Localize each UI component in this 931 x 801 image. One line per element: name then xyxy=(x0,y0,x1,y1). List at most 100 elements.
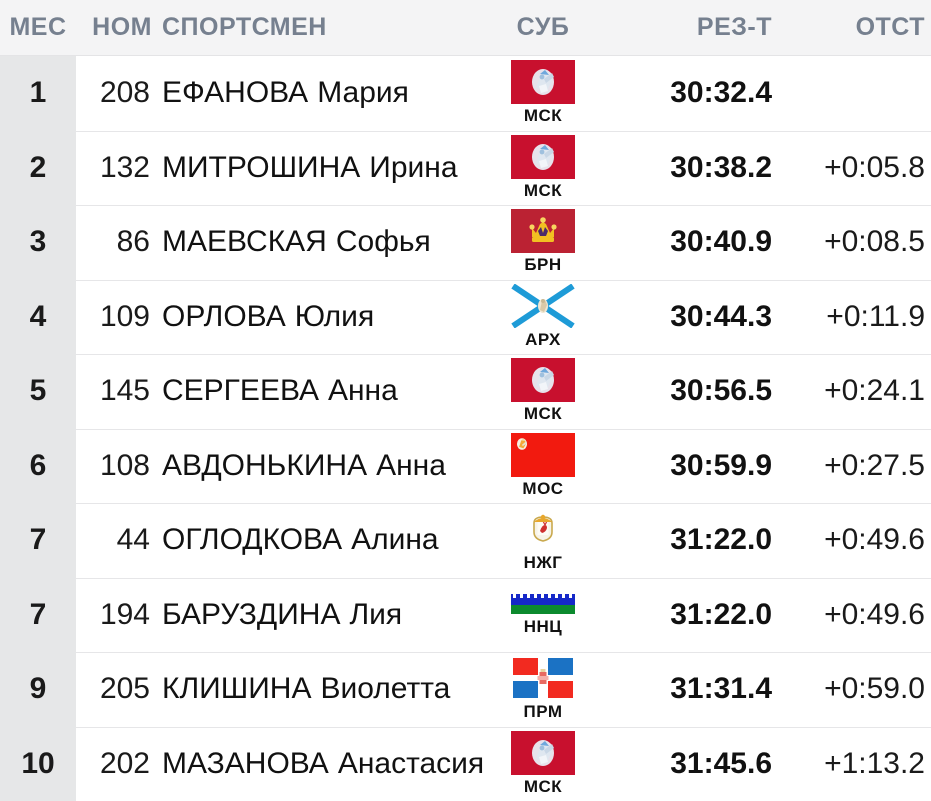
cell-time-behind: +1:13.2 xyxy=(780,727,925,801)
cell-result-time: 31:31.4 xyxy=(620,652,772,727)
flag-icon-msk xyxy=(511,731,575,775)
cell-time-behind: +0:49.6 xyxy=(780,578,925,653)
table-header-row: МЕС НОМ СПОРТСМЕН СУБ РЕЗ-Т ОТСТ xyxy=(0,0,931,56)
flag-icon-prm xyxy=(511,656,575,700)
cell-position: 7 xyxy=(0,578,76,653)
cell-result-time: 31:22.0 xyxy=(620,503,772,578)
cell-subject: АРХ xyxy=(455,280,631,355)
flag-icon-nzhg xyxy=(511,507,575,551)
cell-position: 6 xyxy=(0,429,76,504)
cell-bib-number: 44 xyxy=(76,503,150,578)
cell-time-behind: +0:05.8 xyxy=(780,131,925,206)
column-header-athlete[interactable]: СПОРТСМЕН xyxy=(162,0,327,55)
athlete-given-name: Софья xyxy=(336,225,431,259)
athlete-family-name: ЕФАНОВА xyxy=(162,76,308,110)
cell-athlete-name: ОРЛОВА Юлия xyxy=(162,280,374,355)
cell-subject: ПРМ xyxy=(455,652,631,727)
cell-position: 7 xyxy=(0,503,76,578)
cell-time-behind: +0:08.5 xyxy=(780,205,925,280)
athlete-family-name: КЛИШИНА xyxy=(162,672,311,706)
cell-time-behind: +0:49.6 xyxy=(780,503,925,578)
cell-position: 1 xyxy=(0,56,76,131)
athlete-family-name: МАЗАНОВА xyxy=(162,747,329,781)
athlete-family-name: ОГЛОДКОВА xyxy=(162,523,342,557)
cell-subject: МОС xyxy=(455,429,631,504)
cell-bib-number: 205 xyxy=(76,652,150,727)
athlete-given-name: Лия xyxy=(349,598,402,632)
cell-result-time: 30:32.4 xyxy=(620,56,772,131)
cell-position: 2 xyxy=(0,131,76,206)
cell-subject: МСК xyxy=(455,354,631,429)
flag-icon-mos xyxy=(511,433,575,477)
cell-time-behind: +0:59.0 xyxy=(780,652,925,727)
cell-position: 10 xyxy=(0,727,76,801)
cell-time-behind xyxy=(780,56,925,131)
cell-bib-number: 202 xyxy=(76,727,150,801)
athlete-given-name: Юлия xyxy=(295,300,374,334)
cell-subject: МСК xyxy=(455,727,631,801)
athlete-family-name: МАЕВСКАЯ xyxy=(162,225,327,259)
flag-icon-msk xyxy=(511,60,575,104)
column-header-behind[interactable]: ОТСТ xyxy=(780,0,925,55)
cell-position: 9 xyxy=(0,652,76,727)
cell-position: 4 xyxy=(0,280,76,355)
subject-code-label: МСК xyxy=(524,404,562,424)
subject-code-label: МСК xyxy=(524,777,562,797)
cell-athlete-name: МАЕВСКАЯ Софья xyxy=(162,205,431,280)
athlete-family-name: ОРЛОВА xyxy=(162,300,286,334)
athlete-family-name: АВДОНЬКИНА xyxy=(162,449,367,483)
column-header-position[interactable]: МЕС xyxy=(0,0,76,55)
subject-code-label: МСК xyxy=(524,106,562,126)
cell-position: 3 xyxy=(0,205,76,280)
cell-subject: МСК xyxy=(455,131,631,206)
cell-result-time: 30:59.9 xyxy=(620,429,772,504)
cell-bib-number: 145 xyxy=(76,354,150,429)
athlete-given-name: Анна xyxy=(328,374,398,408)
cell-bib-number: 132 xyxy=(76,131,150,206)
flag-icon-arh xyxy=(511,284,575,328)
column-header-result[interactable]: РЕЗ-Т xyxy=(620,0,772,55)
cell-result-time: 31:45.6 xyxy=(620,727,772,801)
cell-subject: МСК xyxy=(455,56,631,131)
flag-icon-msk xyxy=(511,135,575,179)
cell-time-behind: +0:24.1 xyxy=(780,354,925,429)
flag-icon-nnc xyxy=(511,593,575,615)
cell-result-time: 30:38.2 xyxy=(620,131,772,206)
subject-code-label: МСК xyxy=(524,181,562,201)
subject-code-label: ПРМ xyxy=(524,702,563,722)
athlete-family-name: БАРУЗДИНА xyxy=(162,598,340,632)
cell-result-time: 30:56.5 xyxy=(620,354,772,429)
cell-subject: НЖГ xyxy=(455,503,631,578)
cell-bib-number: 86 xyxy=(76,205,150,280)
athlete-family-name: МИТРОШИНА xyxy=(162,151,360,185)
cell-bib-number: 194 xyxy=(76,578,150,653)
column-header-subject[interactable]: СУБ xyxy=(455,0,631,55)
column-header-bib[interactable]: НОМ xyxy=(76,0,152,55)
subject-code-label: МОС xyxy=(522,479,563,499)
flag-icon-brn xyxy=(511,209,575,253)
cell-subject: ННЦ xyxy=(455,578,631,653)
cell-subject: БРН xyxy=(455,205,631,280)
cell-time-behind: +0:27.5 xyxy=(780,429,925,504)
cell-result-time: 30:44.3 xyxy=(620,280,772,355)
cell-result-time: 31:22.0 xyxy=(620,578,772,653)
subject-code-label: БРН xyxy=(524,255,561,275)
